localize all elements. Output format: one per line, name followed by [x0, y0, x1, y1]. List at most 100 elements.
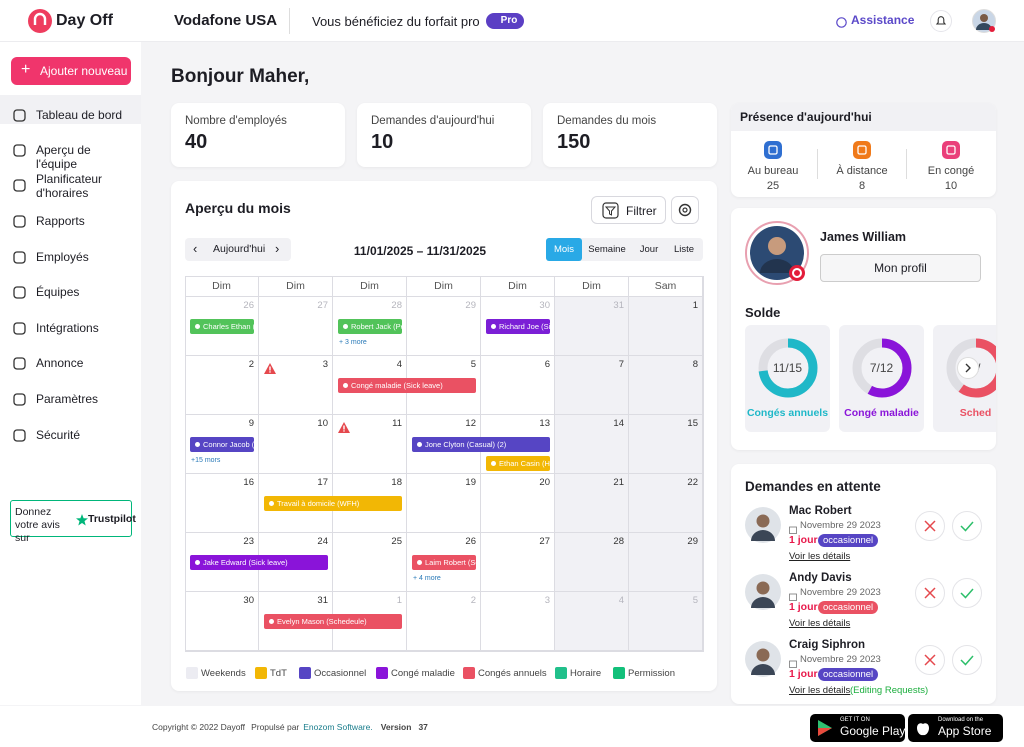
day-cell[interactable]: [407, 474, 481, 533]
accept-button[interactable]: [952, 578, 982, 608]
day-cell[interactable]: [555, 533, 629, 592]
calendar-event[interactable]: Robert Jack (Pe: [338, 319, 402, 334]
calendar-event[interactable]: Congé maladie (Sick leave): [338, 378, 476, 393]
nav-item[interactable]: Intégrations: [36, 321, 99, 335]
store-badge[interactable]: GET IT ON Google Play: [810, 714, 905, 742]
day-cell[interactable]: [333, 415, 407, 474]
day-cell[interactable]: [555, 356, 629, 415]
day-cell[interactable]: [629, 474, 703, 533]
calendar-event[interactable]: Travail à domicile (WFH): [264, 496, 402, 511]
nav-icon[interactable]: [12, 285, 27, 300]
day-cell[interactable]: [555, 592, 629, 651]
nav-item[interactable]: Tableau de bord: [36, 108, 123, 122]
day-cell[interactable]: [333, 533, 407, 592]
day-cell[interactable]: [333, 474, 407, 533]
bell-button[interactable]: [930, 10, 952, 32]
add-button[interactable]: + Ajouter nouveau: [11, 57, 131, 85]
day-cell[interactable]: [629, 356, 703, 415]
day-cell[interactable]: [481, 297, 555, 356]
day-cell[interactable]: [555, 297, 629, 356]
day-cell[interactable]: [629, 297, 703, 356]
nav-item[interactable]: Annonce: [36, 356, 84, 370]
nav-item[interactable]: Rapports: [36, 214, 85, 228]
more-link[interactable]: +15 mors: [191, 457, 221, 464]
day-cell[interactable]: [481, 533, 555, 592]
nav-item[interactable]: Employés: [36, 250, 89, 264]
calendar-event[interactable]: Evelyn Mason (Schedeule): [264, 614, 402, 629]
nav-item[interactable]: Planificateur d'horaires: [36, 172, 103, 200]
nav-item[interactable]: Équipes: [36, 285, 80, 299]
nav-icon[interactable]: [12, 214, 27, 229]
calendar-event[interactable]: Ethan Casin (Ho: [486, 456, 550, 471]
prev-button[interactable]: ‹: [193, 241, 198, 256]
nav-icon[interactable]: [12, 143, 27, 158]
day-cell[interactable]: [555, 474, 629, 533]
store-badge[interactable]: Download on the App Store: [908, 714, 1003, 742]
day-cell[interactable]: [259, 356, 333, 415]
day-cell[interactable]: [555, 415, 629, 474]
nav-icon[interactable]: [12, 392, 27, 407]
view-tab[interactable]: Mois: [546, 238, 582, 261]
view-tab[interactable]: Liste: [673, 244, 695, 255]
details-link[interactable]: Voir les détails: [789, 685, 851, 696]
day-cell[interactable]: [185, 297, 259, 356]
day-cell[interactable]: [259, 297, 333, 356]
nav-icon[interactable]: [12, 321, 27, 336]
accept-button[interactable]: [952, 645, 982, 675]
calendar-event[interactable]: Jone Clyton (Casual) (2): [412, 437, 550, 452]
details-link[interactable]: Voir les détails: [789, 551, 851, 562]
next-button[interactable]: ›: [275, 241, 280, 256]
day-cell[interactable]: [481, 356, 555, 415]
calendar-event[interactable]: Richard Joe (Si: [486, 319, 550, 334]
calendar-event[interactable]: Charles Ethan (I: [190, 319, 254, 334]
balance-next[interactable]: [957, 357, 979, 379]
view-tab[interactable]: Semaine: [588, 244, 626, 255]
day-cell[interactable]: [407, 297, 481, 356]
calendar-event[interactable]: Connor Jacob (I: [190, 437, 254, 452]
day-cell[interactable]: [333, 297, 407, 356]
calendar-event[interactable]: Laim Robert (Sc: [412, 555, 476, 570]
reject-button[interactable]: [915, 645, 945, 675]
view-tab[interactable]: Jour: [639, 244, 659, 255]
day-cell[interactable]: [629, 592, 703, 651]
nav-icon[interactable]: [12, 428, 27, 443]
calendar-event[interactable]: Jake Edward (Sick leave): [190, 555, 328, 570]
nav-icon[interactable]: [12, 178, 27, 193]
day-cell[interactable]: [185, 356, 259, 415]
presence-value: 25: [766, 180, 780, 192]
nav-icon[interactable]: [12, 356, 27, 371]
reject-button[interactable]: [915, 511, 945, 541]
day-cell[interactable]: [185, 415, 259, 474]
help-link[interactable]: Assistance: [851, 13, 915, 27]
day-cell[interactable]: [481, 474, 555, 533]
more-link[interactable]: + 3 more: [339, 339, 367, 346]
settings-button[interactable]: [671, 196, 699, 224]
user-avatar[interactable]: [972, 9, 996, 33]
details-link[interactable]: Voir les détails: [789, 618, 851, 629]
day-cell[interactable]: [333, 592, 407, 651]
nav-item[interactable]: Aperçu de l'équipe: [36, 143, 91, 171]
day-cell[interactable]: [185, 592, 259, 651]
profile-button[interactable]: Mon profil: [820, 254, 981, 282]
nav-icon[interactable]: [12, 250, 27, 265]
day-cell[interactable]: [185, 474, 259, 533]
day-cell[interactable]: [407, 356, 481, 415]
trustpilot-box[interactable]: Donnez votre avis sur Trustpilot: [10, 500, 136, 544]
powered-company[interactable]: Enozom Software.: [303, 722, 373, 732]
day-cell[interactable]: [259, 533, 333, 592]
day-cell[interactable]: [629, 415, 703, 474]
day-cell[interactable]: [407, 592, 481, 651]
day-cell[interactable]: [629, 533, 703, 592]
filter-button[interactable]: Filtrer: [591, 196, 666, 224]
accept-button[interactable]: [952, 511, 982, 541]
nav-item[interactable]: Sécurité: [36, 428, 81, 442]
more-link[interactable]: + 4 more: [413, 575, 441, 582]
day-cell[interactable]: [481, 592, 555, 651]
nav-item[interactable]: Paramètres: [36, 392, 99, 406]
day-cell[interactable]: [481, 415, 555, 474]
today-button[interactable]: Aujourd'hui: [213, 243, 266, 255]
reject-button[interactable]: [915, 578, 945, 608]
day-cell[interactable]: [407, 533, 481, 592]
nav-icon[interactable]: [12, 108, 27, 123]
day-cell[interactable]: [259, 415, 333, 474]
